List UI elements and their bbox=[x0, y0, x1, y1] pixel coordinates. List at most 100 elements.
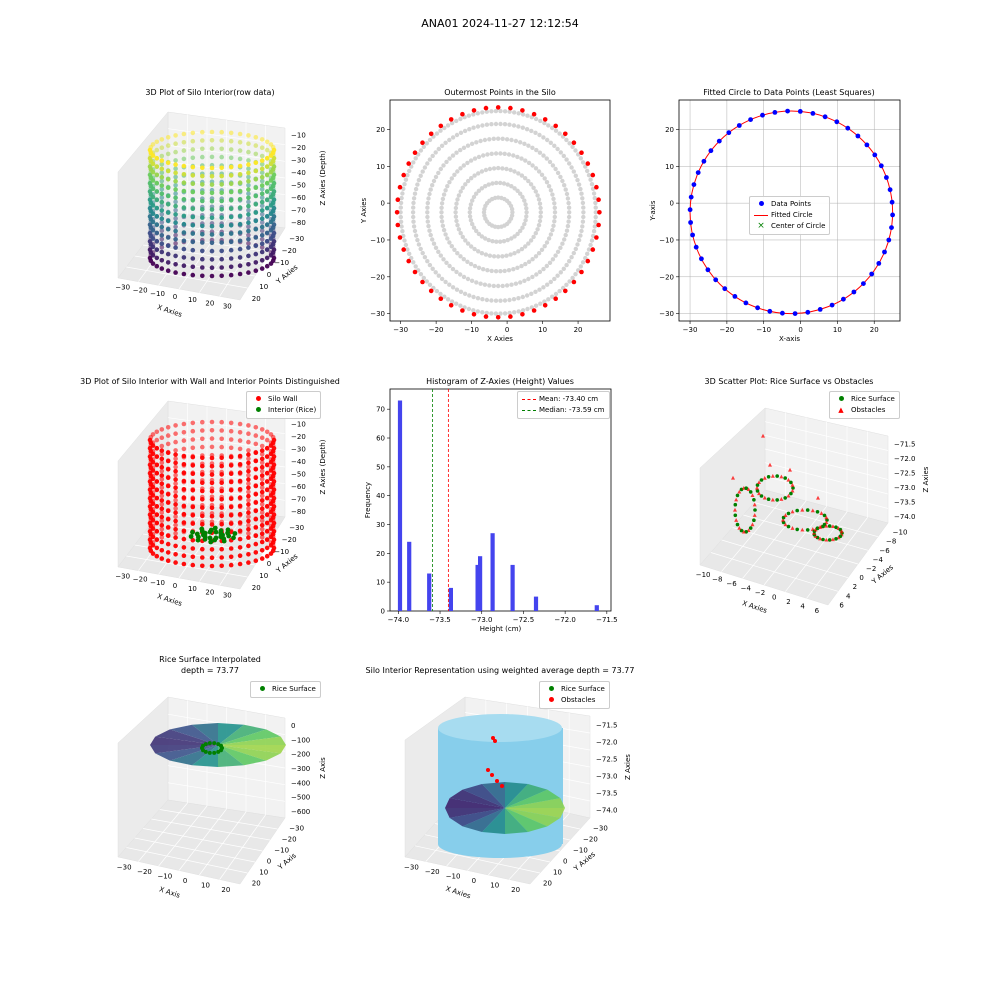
p2-grey-point bbox=[585, 251, 590, 256]
p1-point bbox=[253, 151, 259, 157]
p2-grey-point bbox=[430, 153, 435, 159]
p2-grey-point bbox=[409, 255, 414, 261]
panel5-legend: Mean: -73.40 cm Median: -73.59 cm bbox=[517, 391, 610, 419]
p4-point bbox=[165, 458, 171, 464]
p6-obstacle-point bbox=[810, 508, 815, 513]
p2-grey-point bbox=[548, 279, 553, 285]
p2-grey-point bbox=[502, 311, 508, 316]
p2-grey-point bbox=[426, 196, 431, 201]
p6-obstacle-point bbox=[746, 487, 751, 492]
p1-point bbox=[264, 147, 270, 153]
p6-rice-point bbox=[783, 476, 787, 480]
p1-point bbox=[246, 216, 251, 221]
p2-grey-point bbox=[513, 138, 519, 144]
p2-ytick-label: 0 bbox=[381, 200, 385, 208]
p2-grey-point bbox=[452, 172, 457, 177]
p1-point bbox=[246, 149, 251, 155]
p2-grey-point bbox=[472, 156, 478, 161]
p3-data-point bbox=[805, 309, 811, 315]
p1-point bbox=[237, 180, 243, 185]
p1-point bbox=[181, 221, 187, 227]
p2-grey-point bbox=[546, 184, 552, 189]
p2-grey-point bbox=[450, 266, 456, 272]
p2-grey-point bbox=[486, 182, 491, 187]
p2-grey-point bbox=[447, 282, 452, 287]
p2-grey-point bbox=[466, 113, 472, 118]
p2-grey-point bbox=[465, 259, 470, 264]
p2-grey-point bbox=[411, 205, 416, 210]
p4-point bbox=[154, 528, 160, 534]
p1-point bbox=[259, 174, 265, 180]
p1-ytick-label: 0 bbox=[267, 271, 271, 279]
p6-rice-point bbox=[752, 498, 756, 502]
p4-point bbox=[268, 534, 274, 540]
p1-point bbox=[181, 180, 187, 185]
p2-grey-point bbox=[553, 128, 559, 133]
p4-point bbox=[237, 495, 243, 500]
p2-grey-point bbox=[563, 187, 568, 192]
p6-grid-line bbox=[764, 421, 889, 451]
p2-grey-point bbox=[427, 228, 432, 233]
p4-point bbox=[181, 528, 187, 534]
p2-outer-point bbox=[563, 131, 568, 137]
p4-point bbox=[264, 528, 270, 534]
p1-point bbox=[246, 232, 251, 238]
p1-point bbox=[154, 164, 160, 169]
p4-point bbox=[165, 450, 171, 456]
p3-data-point bbox=[810, 111, 816, 116]
p2-grey-point bbox=[445, 297, 451, 302]
p1-point bbox=[165, 218, 171, 224]
p2-grey-point bbox=[507, 310, 512, 316]
p6-rice-point bbox=[786, 511, 791, 516]
p3-data-point bbox=[869, 271, 875, 277]
p3-xtick-label: −30 bbox=[683, 326, 698, 334]
p4-point bbox=[268, 443, 274, 448]
p4-point bbox=[219, 480, 224, 486]
p6-rice-point bbox=[735, 493, 740, 498]
p1-point bbox=[228, 138, 234, 144]
p6-xtick-label: 6 bbox=[815, 607, 820, 615]
p2-grey-point bbox=[544, 263, 549, 269]
p6-rice-point bbox=[805, 528, 810, 532]
p2-grey-point bbox=[533, 116, 539, 122]
p1-point bbox=[246, 253, 251, 259]
p2-grey-point bbox=[427, 157, 433, 162]
p4-point bbox=[159, 452, 165, 457]
p3-data-point bbox=[708, 148, 714, 154]
p1-point bbox=[154, 247, 160, 252]
p1-point bbox=[154, 155, 160, 161]
p4-point bbox=[200, 428, 205, 433]
p5-ytick-label: 40 bbox=[376, 492, 385, 500]
p2-grey-point bbox=[469, 244, 474, 249]
p2-grey-point bbox=[480, 110, 485, 115]
p2-grey-point bbox=[520, 308, 526, 313]
p2-grey-point bbox=[454, 150, 459, 155]
p4-point bbox=[253, 492, 259, 497]
p1-point bbox=[253, 210, 259, 215]
p1-point bbox=[264, 205, 270, 211]
p8-ytick-label: 20 bbox=[543, 880, 552, 888]
p4-point bbox=[200, 455, 205, 461]
p2-grey-point bbox=[586, 173, 592, 178]
p1-point bbox=[200, 173, 205, 179]
p6-xtick-label: −6 bbox=[726, 580, 737, 588]
p2-grey-point bbox=[458, 116, 463, 122]
p2-grey-point bbox=[583, 164, 588, 169]
p2-grey-point bbox=[460, 185, 465, 190]
p2-grey-point bbox=[545, 282, 550, 287]
p2-grey-point bbox=[418, 173, 423, 178]
p2-grey-point bbox=[484, 297, 490, 303]
p4-point bbox=[219, 513, 224, 519]
p4-point bbox=[173, 502, 178, 507]
p1-point bbox=[228, 264, 234, 270]
p4-point bbox=[190, 496, 196, 502]
p6-ytick-label: 0 bbox=[859, 574, 863, 582]
p2-grey-point bbox=[522, 278, 527, 283]
p7-surface-patch bbox=[192, 745, 218, 767]
p2-grey-point bbox=[399, 224, 404, 229]
p2-grey-point bbox=[575, 177, 580, 183]
p4-point bbox=[181, 520, 187, 525]
p6-ytick-label: −10 bbox=[893, 529, 908, 537]
p4-point bbox=[200, 463, 205, 469]
p2-grey-point bbox=[486, 237, 491, 243]
